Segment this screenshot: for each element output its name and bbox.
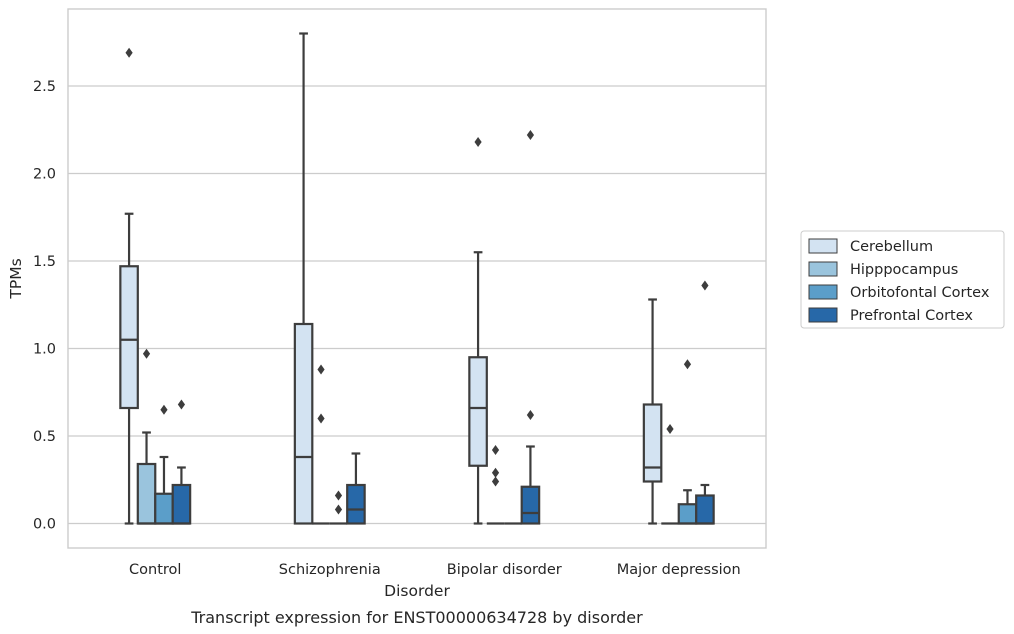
box-prefrontal-cortex (520, 130, 541, 525)
y-axis-ticks: 0.0 0.5 1.0 1.5 2.0 2.5 (33, 79, 56, 533)
legend-frame (800, 230, 1005, 329)
box-prefrontal-cortex (695, 280, 715, 525)
x-tick-label: Schizophrenia (279, 562, 381, 578)
box-cerebellum (468, 137, 488, 525)
box-iqr (520, 485, 541, 525)
legend-swatch (808, 284, 838, 300)
x-axis-label: Disorder (384, 582, 450, 600)
x-tick-label: Major depression (617, 562, 741, 578)
legend-label: Prefrontal Cortex (850, 308, 973, 324)
box-orbitofontal-cortex (677, 359, 698, 525)
outlier-point (491, 467, 500, 478)
outlier-point (474, 137, 482, 147)
outlier-point (666, 424, 674, 434)
chart-caption: Transcript expression for ENST0000063472… (190, 608, 643, 627)
box-iqr (642, 403, 663, 483)
box-hipppocampus (312, 364, 330, 525)
outlier-point (177, 399, 186, 410)
outlier-point (142, 348, 151, 359)
box-iqr (119, 265, 139, 410)
box-series (119, 32, 715, 525)
box-hipppocampus (136, 348, 157, 525)
legend-swatch (808, 307, 838, 323)
outlier-point (701, 280, 709, 291)
box-iqr (171, 483, 192, 525)
y-axis-label: TPMs (7, 258, 25, 299)
y-tick-label: 2.0 (33, 167, 56, 183)
legend-label: Hipppocampus (850, 262, 958, 278)
box-cerebellum (642, 298, 663, 525)
y-tick-label: 0.0 (33, 517, 56, 533)
box-iqr (154, 492, 174, 525)
legend-label: Cerebellum (850, 239, 933, 255)
box-cerebellum (119, 47, 139, 525)
box-hipppocampus (661, 424, 679, 525)
box-prefrontal-cortex (346, 452, 366, 525)
legend: Cerebellum Hipppocampus Orbitofontal Corte… (800, 230, 1005, 329)
box-hipppocampus (486, 445, 505, 525)
box-iqr (293, 322, 314, 525)
outlier-point (491, 445, 500, 455)
box-iqr (468, 356, 488, 467)
box-cerebellum (293, 32, 314, 525)
outlier-point (526, 130, 535, 140)
box-orbitofontal-cortex (329, 490, 348, 525)
x-axis-ticks: Control Schizophrenia Bipolar disorder Majo… (129, 562, 741, 578)
outlier-point (125, 47, 133, 58)
outlier-point (526, 410, 535, 420)
legend-label: Orbitofontal Cortex (850, 285, 990, 301)
x-tick-label: Control (129, 562, 181, 578)
plot-frame (67, 8, 767, 549)
box-iqr (677, 503, 698, 525)
y-tick-label: 2.5 (33, 79, 56, 95)
legend-swatch (808, 261, 838, 277)
outlier-point (491, 476, 500, 487)
box-iqr (136, 462, 157, 525)
outlier-point (683, 359, 692, 370)
y-tick-label: 0.5 (33, 429, 56, 445)
y-tick-label: 1.5 (33, 254, 56, 270)
outlier-point (160, 404, 168, 415)
outlier-point (317, 413, 325, 424)
outlier-point (334, 504, 343, 515)
x-tick-label: Bipolar disorder (447, 562, 562, 578)
box-iqr (346, 483, 366, 525)
legend-swatch (808, 238, 838, 254)
outlier-point (334, 490, 343, 501)
box-iqr (695, 494, 715, 525)
box-prefrontal-cortex (171, 399, 192, 525)
y-tick-label: 1.0 (33, 342, 56, 358)
outlier-point (317, 364, 325, 375)
box-orbitofontal-cortex (154, 404, 174, 525)
